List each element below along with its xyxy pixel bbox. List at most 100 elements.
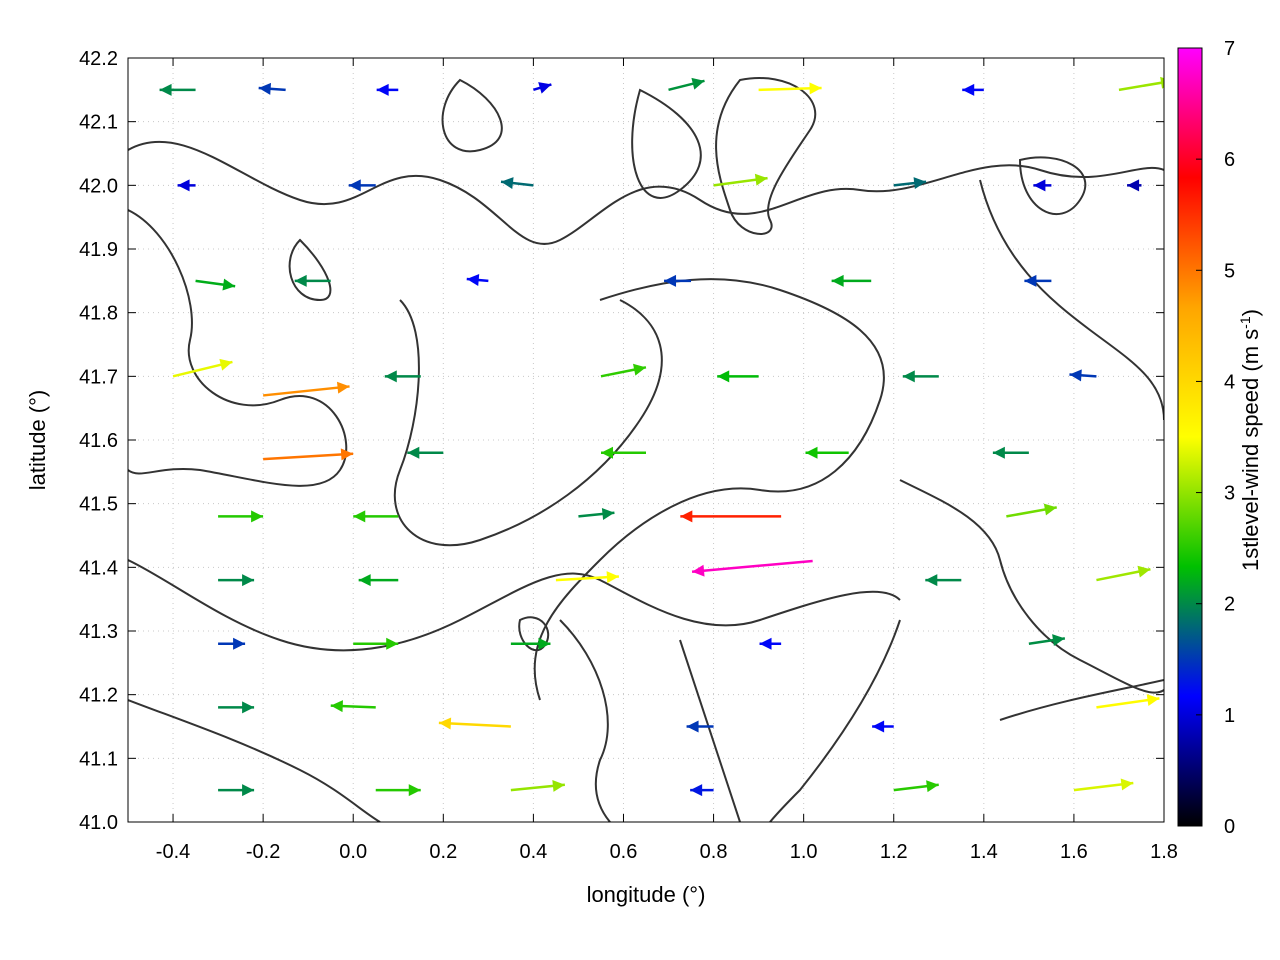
colorbar-tick-label: 0 (1224, 816, 1235, 838)
colorbar-tick-label: 7 (1224, 38, 1235, 60)
wind-vector (177, 179, 196, 192)
wind-vector (218, 637, 246, 650)
wind-vector (510, 779, 565, 792)
x-tick-label: 0.2 (429, 841, 457, 863)
x-tick-label: 1.2 (880, 841, 908, 863)
contour-line (288, 238, 332, 302)
contour-line (631, 88, 702, 199)
x-tick-label: 1.4 (970, 841, 998, 863)
y-tick-label: 42.2 (79, 48, 118, 70)
y-tick-label: 41.7 (79, 366, 118, 388)
colorbar-tick-label: 2 (1224, 594, 1235, 616)
wind-vector (758, 82, 822, 95)
wind-vector (258, 82, 286, 95)
wind-vector (376, 83, 399, 96)
contour-line (715, 77, 817, 235)
x-axis-title: longitude (°) (587, 882, 706, 907)
colorbar-tick-label: 1 (1224, 705, 1235, 727)
colorbar-tick-label: 5 (1224, 260, 1235, 282)
y-tick-label: 41.2 (79, 685, 118, 707)
wind-vector (555, 571, 619, 584)
wind-vector (500, 177, 534, 190)
y-tick-label: 41.3 (79, 621, 118, 643)
wind-vector (893, 177, 927, 190)
wind-vector (713, 173, 768, 187)
wind-vector (601, 446, 646, 459)
wind-vector (1024, 274, 1052, 287)
wind-vector (1096, 694, 1160, 709)
colorbar-ticks: 0 1 2 3 4 5 6 7 (1196, 38, 1235, 838)
axis-ticks (128, 57, 1165, 823)
wind-vector (1069, 369, 1097, 382)
wind-vector (384, 370, 421, 383)
x-tick-label: 0.4 (519, 841, 547, 863)
wind-vector (330, 700, 376, 713)
x-tick-label: -0.4 (156, 841, 190, 863)
wind-vector (407, 446, 444, 459)
x-tick-label: 1.8 (1150, 841, 1178, 863)
contour-line (979, 179, 1164, 421)
wind-vector (348, 179, 376, 192)
wind-vector (466, 274, 489, 287)
y-tick-label: 41.6 (79, 430, 118, 452)
x-tick-label: 0.8 (700, 841, 728, 863)
wind-vector (759, 637, 782, 650)
wind-vector (263, 381, 350, 397)
wind-vector (218, 574, 255, 587)
wind-vector (358, 574, 399, 587)
colorbar-tick-label: 6 (1224, 149, 1235, 171)
wind-vectors (159, 76, 1164, 797)
wind-vector (1028, 634, 1066, 647)
wind-vector (1033, 179, 1052, 192)
y-tick-label: 41.9 (79, 239, 118, 261)
wind-vector (218, 784, 255, 797)
contour-line (769, 619, 901, 822)
x-tick-label: 0.0 (339, 841, 367, 863)
wind-vector (195, 278, 236, 291)
wind-vector (438, 717, 511, 730)
y-tick-label: 41.0 (79, 812, 118, 834)
wind-vector (1073, 778, 1134, 792)
wind-vector (668, 77, 705, 92)
contour-line (679, 639, 741, 822)
colorbar: 0 1 2 3 4 5 6 7 1stlevel-wind speed (m s-1) (1177, 38, 1263, 838)
wind-vector (680, 510, 782, 523)
contour-line (441, 78, 503, 153)
contour-line (128, 209, 348, 487)
y-axis-title: latitude (°) (25, 390, 50, 491)
contour-line (128, 140, 1164, 246)
x-tick-label: 1.0 (790, 841, 818, 863)
y-tick-label: 41.8 (79, 303, 118, 325)
wind-vector (925, 574, 962, 587)
contour-line (1018, 156, 1087, 216)
wind-vector (353, 637, 399, 650)
wind-vector (263, 448, 354, 461)
wind-vector (992, 446, 1029, 459)
x-tick-label: 0.6 (610, 841, 638, 863)
colorbar-tick-label: 3 (1224, 483, 1235, 505)
wind-vector (686, 720, 714, 733)
contour-line (999, 679, 1164, 721)
contour-line (559, 619, 611, 822)
grid (128, 57, 1165, 823)
wind-vector (1118, 76, 1164, 92)
wind-vector (717, 370, 759, 383)
wind-vector (1096, 565, 1151, 582)
x-tick-labels: -0.4 -0.2 0.0 0.2 0.4 0.6 0.8 1.0 1.2 1.4 1.6 1.8 (156, 841, 1178, 863)
wind-vector (218, 701, 255, 714)
wind-vector (172, 358, 233, 378)
wind-vector (962, 83, 984, 96)
y-tick-label: 41.4 (79, 557, 118, 579)
contour-line (128, 559, 901, 652)
wind-vector (353, 510, 399, 523)
x-tick-label: -0.2 (246, 841, 280, 863)
wind-vector (690, 784, 714, 797)
wind-vector (872, 720, 894, 733)
y-tick-labels: 41.0 41.1 41.2 41.3 41.4 41.5 41.6 41.7 41.8 41.9… (79, 48, 118, 834)
y-tick-label: 42.0 (79, 175, 118, 197)
wind-vector (805, 446, 849, 459)
x-tick-label: 1.6 (1060, 841, 1088, 863)
wind-vector (691, 559, 813, 577)
y-tick-label: 42.1 (79, 112, 118, 134)
